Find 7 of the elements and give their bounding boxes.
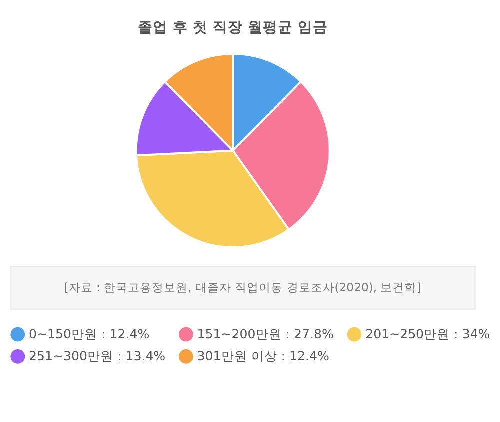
legend-label: 201~250만원 : 34%	[366, 326, 490, 342]
legend-label: 251~300만원 : 13.4%	[29, 348, 166, 364]
legend-label: 151~200만원 : 27.8%	[197, 326, 334, 342]
chart-title: 졸업 후 첫 직장 월평균 임금	[138, 20, 328, 36]
legend-label: 301만원 이상 : 12.4%	[197, 348, 330, 364]
legend-label: 0~150만원 : 12.4%	[29, 326, 150, 342]
text: [자료 : 한국고용정보원, 대졸자 직업이동 경로조사(2020), 보건학]	[64, 280, 422, 294]
